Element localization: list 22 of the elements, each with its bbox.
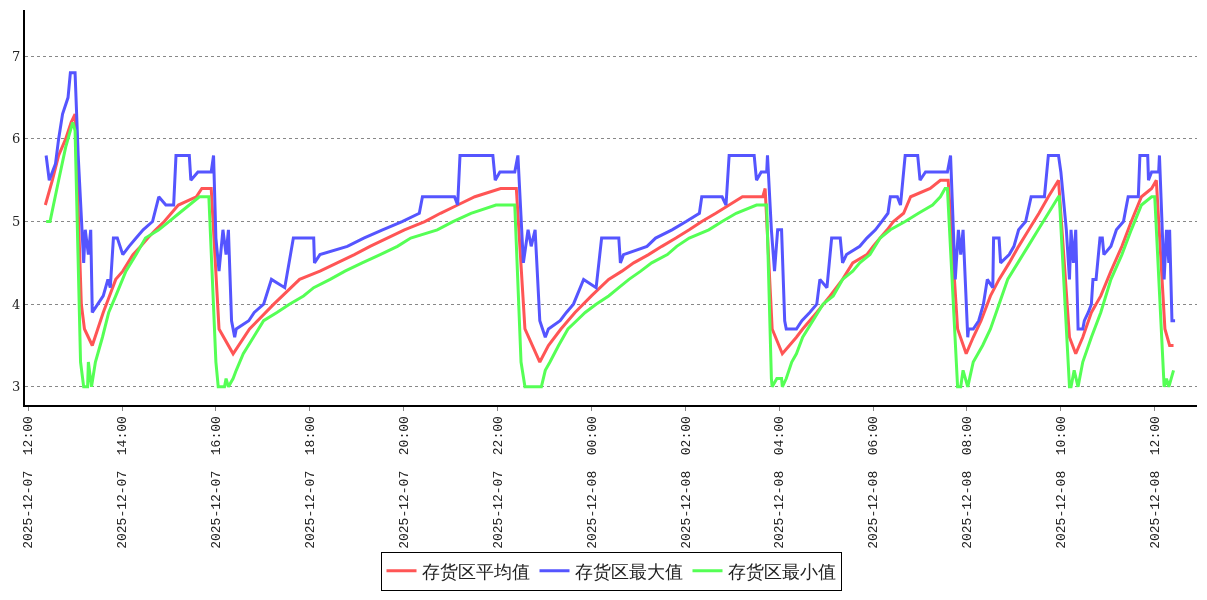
x-tick-label: 2025-12-08 02:00 [678,416,694,549]
line-series [44,71,1177,339]
x-tick-label: 2025-12-07 12:00 [21,416,37,549]
legend-label: 存货区最大值 [574,560,683,582]
legend-label: 存货区最小值 [727,560,836,582]
x-tick-label: 2025-12-08 10:00 [1054,416,1070,549]
x-tick-label: 2025-12-07 16:00 [209,416,225,549]
x-tick-label: 2025-12-08 08:00 [960,416,976,549]
y-tick-label: 3 [12,379,21,395]
x-tick-label: 2025-12-07 22:00 [490,416,506,549]
x-tick-label: 2025-12-08 04:00 [772,416,788,549]
y-tick-label: 7 [12,48,21,64]
x-tick-label: 2025-12-08 00:00 [584,416,600,549]
x-tick-label: 2025-12-08 06:00 [866,416,882,549]
y-tick-label: 6 [12,131,21,147]
x-tick-label: 2025-12-08 12:00 [1147,416,1163,549]
x-tick-label: 2025-12-07 18:00 [303,416,319,549]
legend-label: 存货区平均值 [421,560,530,582]
y-tick-label: 4 [12,296,21,312]
x-tick-label: 2025-12-07 14:00 [115,416,131,549]
y-tick-label: 5 [12,214,21,230]
x-tick-label: 2025-12-07 20:00 [396,416,412,549]
